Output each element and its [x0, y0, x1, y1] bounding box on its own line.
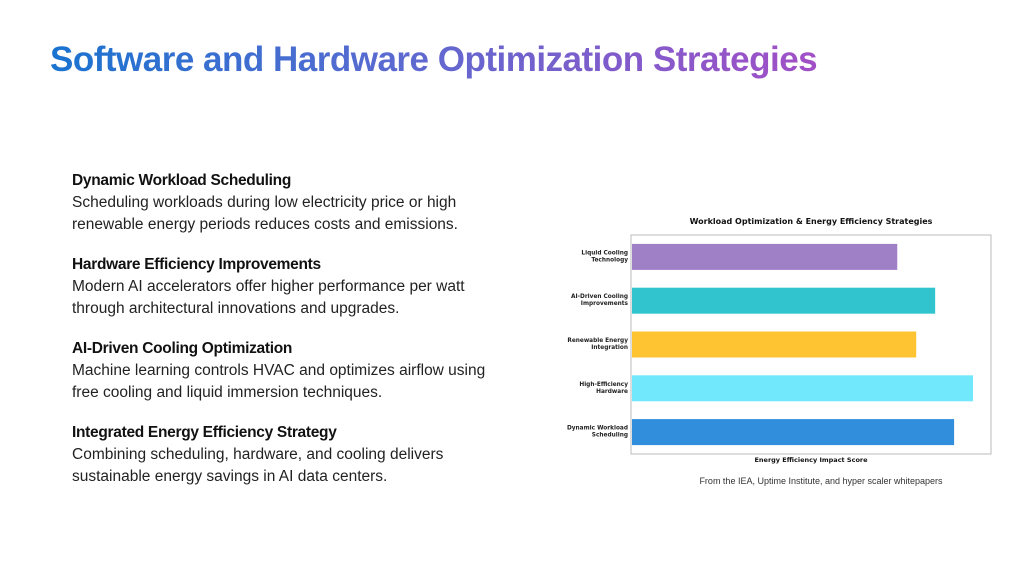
page-title: Software and Hardware Optimization Strat…	[50, 40, 818, 79]
item-heading: AI-Driven Cooling Optimization	[72, 340, 293, 357]
chart-title: Workload Optimization & Energy Efficienc…	[690, 217, 933, 226]
y-tick-label: High-Efficiency	[579, 382, 628, 388]
bar	[632, 419, 955, 446]
y-tick-label: Scheduling	[592, 433, 628, 439]
y-tick-label: AI-Driven Cooling	[571, 294, 628, 300]
y-tick-label: Improvements	[581, 301, 629, 307]
strategy-list: Dynamic Workload Scheduling Scheduling wo…	[72, 172, 512, 508]
y-tick-label: Liquid Cooling	[581, 250, 628, 256]
y-tick-label: Dynamic Workload	[567, 426, 628, 432]
list-item: Integrated Energy Efficiency Strategy Com…	[72, 424, 512, 488]
y-tick-label: Renewable Energy	[567, 338, 628, 344]
item-text: Scheduling workloads during low electric…	[72, 194, 458, 233]
source-note: From the IEA, Uptime Institute, and hype…	[699, 476, 943, 486]
list-item: Hardware Efficiency Improvements Modern A…	[72, 256, 512, 320]
y-tick-label: Technology	[591, 257, 628, 263]
bar	[632, 243, 898, 270]
bar	[632, 375, 974, 402]
bar	[632, 331, 917, 358]
item-heading: Hardware Efficiency Improvements	[72, 256, 321, 273]
y-tick-label: Integration	[591, 345, 628, 351]
bar	[632, 287, 936, 314]
item-text: Modern AI accelerators offer higher perf…	[72, 278, 465, 317]
list-item: AI-Driven Cooling Optimization Machine le…	[72, 340, 512, 404]
item-heading: Integrated Energy Efficiency Strategy	[72, 424, 337, 441]
item-text: Machine learning controls HVAC and optim…	[72, 362, 486, 401]
item-heading: Dynamic Workload Scheduling	[72, 172, 291, 189]
item-text: Combining scheduling, hardware, and cool…	[72, 446, 444, 485]
plot-frame	[630, 234, 992, 455]
y-tick-label: Hardware	[596, 389, 628, 395]
list-item: Dynamic Workload Scheduling Scheduling wo…	[72, 172, 512, 236]
x-axis-label: Energy Efficiency Impact Score	[754, 456, 868, 464]
